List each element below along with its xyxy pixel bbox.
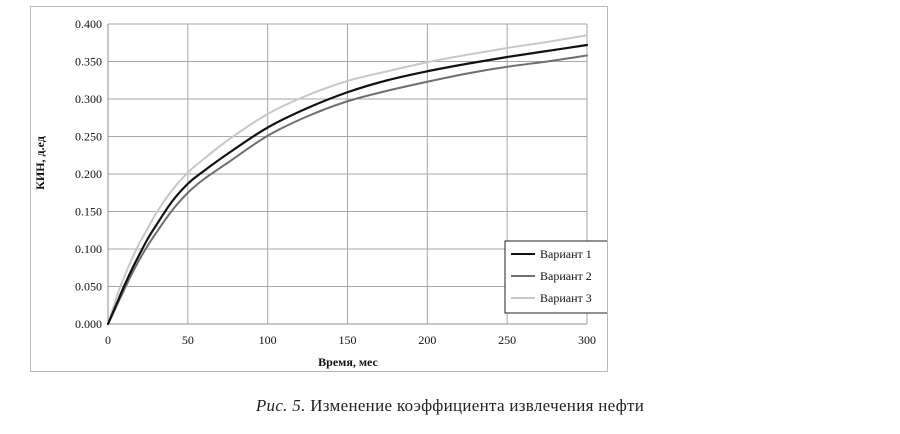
figure-caption-text: Изменение коэффициента извлечения нефти	[310, 396, 645, 415]
x-tick-label: 300	[578, 333, 596, 347]
x-tick-label: 50	[182, 333, 194, 347]
series-line-1	[106, 43, 589, 326]
x-axis-label: Время, мес	[318, 355, 378, 369]
chart-frame: 0.000 0.050 0.100 0.150 0.200 0.250 0.300 0.350…	[30, 6, 614, 372]
x-tick-label: 100	[259, 333, 277, 347]
y-tick-label: 0.350	[75, 55, 102, 69]
series-line-2	[107, 54, 588, 325]
y-tick-label: 0.050	[75, 280, 102, 294]
x-tick-label: 250	[498, 333, 516, 347]
series-lines	[106, 34, 589, 326]
axes	[107, 24, 587, 325]
y-tick-label: 0.150	[75, 205, 102, 219]
y-tick-label: 0.400	[75, 17, 102, 31]
x-tick-label: 150	[339, 333, 357, 347]
legend: Вариант 1 Вариант 2 Вариант 3	[504, 240, 614, 314]
y-tick-label: 0.200	[75, 167, 102, 181]
figure-caption: Рис. 5. Изменение коэффициента извлечени…	[0, 396, 900, 416]
x-tick-label: 0	[105, 333, 111, 347]
y-tick-label: 0.300	[75, 92, 102, 106]
y-tick-label: 0.000	[75, 317, 102, 331]
y-tick-label: 0.100	[75, 242, 102, 256]
y-axis-label: КИН, д.ед	[33, 136, 47, 190]
x-tick-label: 200	[418, 333, 436, 347]
line-chart: 0.000 0.050 0.100 0.150 0.200 0.250 0.300 0.350…	[33, 17, 614, 369]
legend-label-2: Вариант 2	[540, 269, 592, 283]
legend-label-3: Вариант 3	[540, 291, 592, 305]
tick-labels: 0.000 0.050 0.100 0.150 0.200 0.250 0.300 0.350…	[75, 17, 596, 347]
legend-label-1: Вариант 1	[540, 247, 592, 261]
figure-label: Рис. 5.	[255, 396, 306, 415]
series-line-3	[107, 34, 588, 325]
y-tick-label: 0.250	[75, 130, 102, 144]
